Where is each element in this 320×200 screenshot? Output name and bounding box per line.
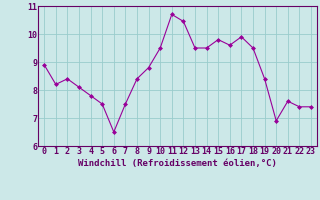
X-axis label: Windchill (Refroidissement éolien,°C): Windchill (Refroidissement éolien,°C) bbox=[78, 159, 277, 168]
